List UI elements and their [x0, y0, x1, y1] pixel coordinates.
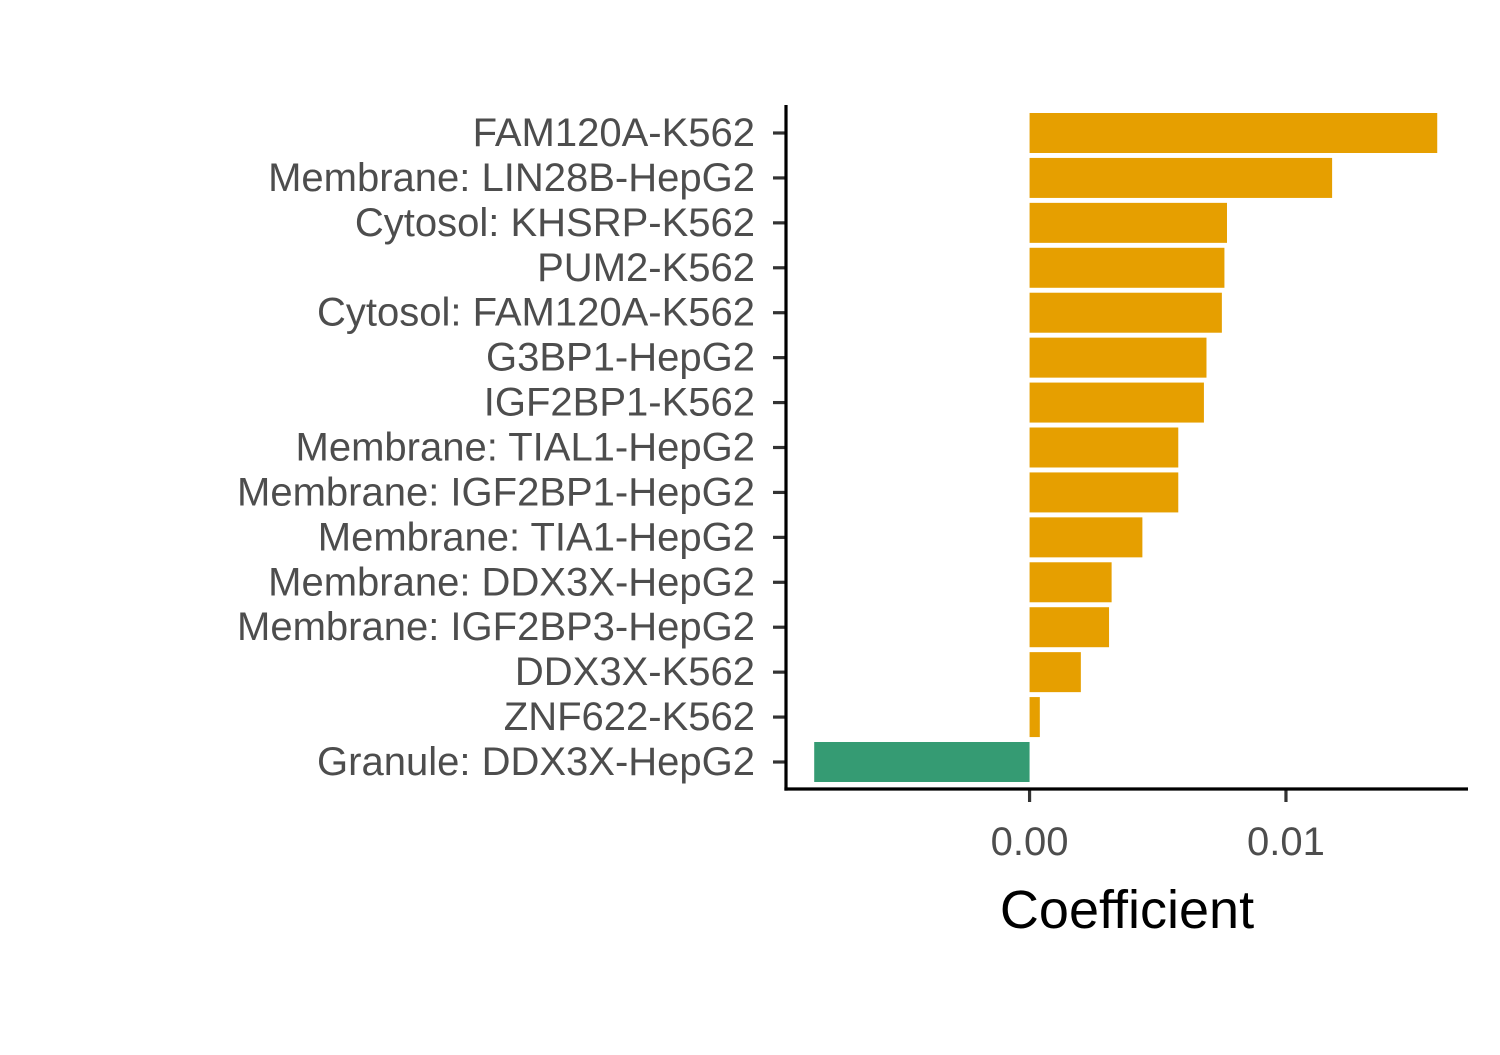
category-label: Cytosol: FAM120A-K562 — [317, 291, 755, 335]
bar — [1029, 517, 1143, 558]
bars-layer — [814, 113, 1438, 782]
category-label: G3BP1-HepG2 — [486, 336, 755, 380]
bar — [814, 742, 1030, 782]
bar — [1029, 157, 1333, 198]
category-label: DDX3X-K562 — [515, 650, 755, 694]
category-label: Membrane: IGF2BP1-HepG2 — [237, 470, 755, 514]
category-label: Cytosol: KHSRP-K562 — [355, 201, 755, 245]
category-label: FAM120A-K562 — [473, 111, 755, 155]
bar — [1029, 472, 1179, 513]
bar — [1029, 337, 1207, 378]
category-label: Membrane: DDX3X-HepG2 — [268, 560, 755, 604]
bar — [1029, 427, 1179, 468]
x-axis-title: Coefficient — [1000, 880, 1254, 940]
category-label: Granule: DDX3X-HepG2 — [317, 740, 755, 784]
bar — [1029, 247, 1225, 288]
bar — [1029, 382, 1204, 423]
category-label: IGF2BP1-K562 — [484, 381, 755, 425]
bar — [1029, 562, 1112, 603]
bar — [1029, 697, 1040, 738]
y-axis-ticks — [773, 131, 786, 764]
category-label: Membrane: IGF2BP3-HepG2 — [237, 605, 755, 649]
category-label: Membrane: LIN28B-HepG2 — [268, 156, 755, 200]
category-label: PUM2-K562 — [537, 246, 755, 290]
bar — [1029, 652, 1081, 693]
x-tick-label: 0.00 — [991, 820, 1069, 864]
category-label: ZNF622-K562 — [504, 695, 755, 739]
bar — [1029, 607, 1110, 648]
bar — [1029, 113, 1438, 153]
category-label: Membrane: TIAL1-HepG2 — [296, 426, 755, 470]
category-label: Membrane: TIA1-HepG2 — [318, 515, 755, 559]
x-axis-labels: 0.00 0.01 — [991, 820, 1325, 864]
x-tick-label: 0.01 — [1247, 820, 1325, 864]
bar — [1029, 202, 1227, 243]
bar — [1029, 292, 1222, 333]
x-axis-ticks — [1027, 789, 1288, 802]
